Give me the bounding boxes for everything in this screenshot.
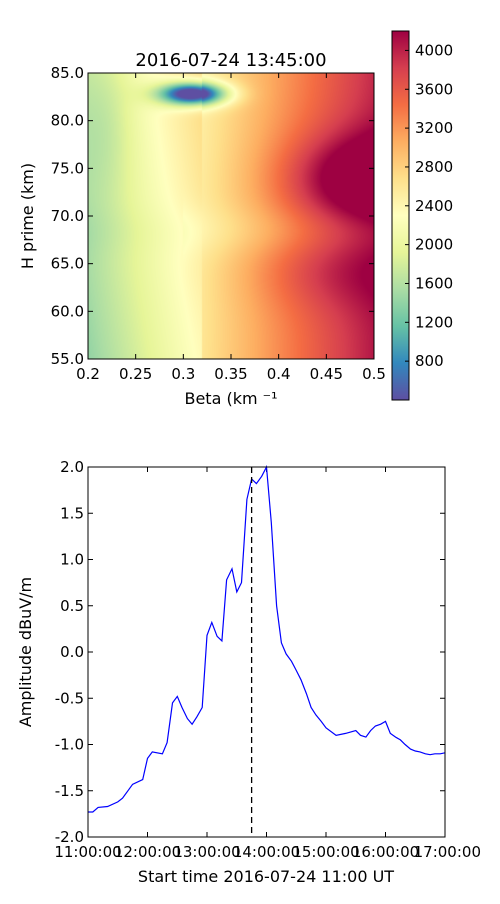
heatmap-x-tick-label: 0.4 (267, 365, 291, 383)
colorbar-tick-label: 1600 (415, 274, 453, 292)
line-y-tick-label: -1.5 (55, 782, 84, 800)
heatmap-x-tick-label: 0.5 (362, 365, 386, 383)
line-y-tick-label: 1.5 (60, 504, 84, 522)
heatmap-x-ticks: 0.2 0.25 0.3 0.35 0.4 0.45 0.5 (76, 73, 386, 383)
colorbar-tick-label: 800 (415, 352, 444, 370)
line-x-ticks: 11:00:0012:00:0013:00:0014:00:0015:00:00… (54, 467, 481, 861)
heatmap-image (88, 73, 374, 359)
heatmap-y-tick-label: 60.0 (51, 302, 84, 320)
line-x-tick-label: 13:00:00 (173, 843, 240, 861)
heatmap-y-tick-label: 55.0 (51, 350, 84, 368)
heatmap-y-ticks: 55.0 60.0 65.0 70.0 75.0 80.0 85.0 (51, 64, 374, 368)
line-y-tick-label: 2.0 (60, 458, 84, 476)
line-plot-area (88, 467, 445, 837)
heatmap-y-tick-label: 65.0 (51, 255, 84, 273)
heatmap-x-tick-label: 0.25 (119, 365, 152, 383)
line-frame (87, 466, 446, 838)
line-x-tick-label: 14:00:00 (233, 843, 300, 861)
heatmap-y-tick-label: 70.0 (51, 207, 84, 225)
line-y-tick-label: -1.0 (55, 736, 84, 754)
colorbar-tick-label: 3200 (415, 119, 453, 137)
heatmap-x-tick-label: 0.3 (171, 365, 195, 383)
line-y-ticks: 2.0 1.5 1.0 0.5 0.0 -0.5 -1.0 -1.5 -2.0 (55, 458, 445, 846)
line-y-tick-label: -0.5 (55, 689, 84, 707)
heatmap-y-tick-label: 80.0 (51, 112, 84, 130)
heatmap-x-tick-label: 0.2 (76, 365, 100, 383)
colorbar-tick-label: 1200 (415, 313, 453, 331)
heatmap-x-tick-label: 0.35 (214, 365, 247, 383)
line-ylabel: Amplitude dBuV/m (16, 577, 35, 727)
line-x-tick-label: 17:00:00 (414, 843, 481, 861)
line-x-tick-label: 15:00:00 (292, 843, 359, 861)
colorbar-tick-label: 3600 (415, 80, 453, 98)
line-y-tick-label: -2.0 (55, 828, 84, 846)
colorbar-tick-label: 4000 (415, 41, 453, 59)
line-x-tick-label: 12:00:00 (114, 843, 181, 861)
heatmap-y-tick-label: 85.0 (51, 64, 84, 82)
colorbar-ticks: 800 1200 1600 2000 2400 2800 3200 3600 4000 (405, 41, 453, 370)
colorbar-tick-label: 2400 (415, 197, 453, 215)
heatmap-canvas-wrap (88, 73, 374, 359)
heatmap-panel: 2016-07-24 13:45:00 0.2 0.25 0.3 0.35 0.4 0.4… (18, 50, 386, 408)
line-y-tick-label: 1.0 (60, 551, 84, 569)
heatmap-x-tick-label: 0.45 (310, 365, 343, 383)
heatmap-y-tick-label: 75.0 (51, 159, 84, 177)
heatmap-xlabel: Beta (km ⁻¹ (184, 389, 277, 408)
line-y-tick-label: 0.5 (60, 597, 84, 615)
line-y-tick-label: 0.0 (60, 643, 84, 661)
line-xlabel: Start time 2016-07-24 11:00 UT (138, 867, 394, 886)
colorbar-tick-label: 2800 (415, 158, 453, 176)
colorbar: 800 1200 1600 2000 2400 2800 3200 3600 4000 (391, 30, 453, 401)
colorbar-gradient (391, 30, 410, 401)
heatmap-ylabel: H prime (km) (18, 163, 37, 269)
line-panel: 11:00:0012:00:0013:00:0014:00:0015:00:00… (16, 458, 481, 886)
line-x-tick-label: 16:00:00 (352, 843, 419, 861)
line-x-tick-label: 11:00:00 (54, 843, 121, 861)
colorbar-tick-label: 2000 (415, 236, 453, 254)
amplitude-series-line (88, 464, 446, 813)
heatmap-title: 2016-07-24 13:45:00 (135, 50, 326, 71)
